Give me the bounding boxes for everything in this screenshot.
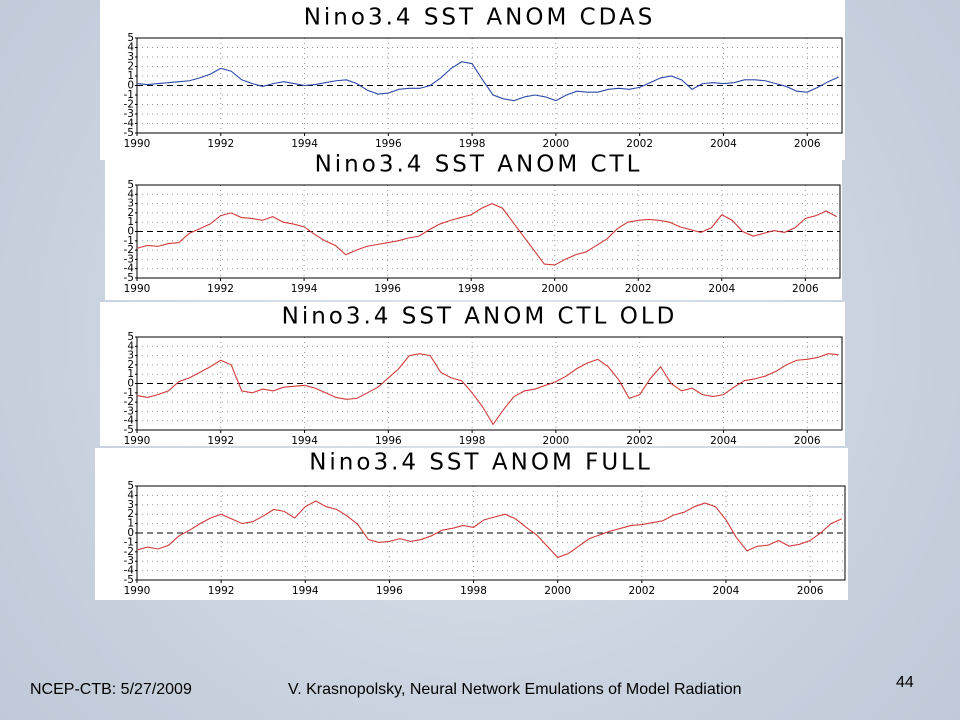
- x-tick-label: 2006: [794, 435, 821, 447]
- data-line: [136, 61, 839, 102]
- x-tick-label: 2006: [794, 138, 821, 150]
- x-tick-label: 2000: [541, 283, 568, 295]
- y-tick-label: -5: [124, 424, 134, 436]
- x-tick-label: 1994: [291, 283, 318, 295]
- y-tick-label: 1: [127, 216, 134, 228]
- x-tick-label: 1994: [291, 435, 318, 447]
- y-tick-label: 2: [127, 207, 134, 219]
- y-tick-label: 4: [127, 188, 134, 200]
- y-tick-label: 2: [127, 61, 134, 73]
- footer-left: NCEP-CTB: 5/27/2009: [30, 681, 192, 698]
- x-tick-label: 2000: [543, 435, 570, 447]
- y-tick-label: -1: [124, 89, 134, 101]
- y-tick-label: 1: [127, 70, 134, 82]
- y-tick-label: 5: [127, 179, 134, 191]
- x-tick-label: 1998: [459, 435, 486, 447]
- y-tick-label: 0: [127, 80, 134, 92]
- x-tick-label: 1992: [207, 138, 234, 150]
- data-line: [136, 500, 842, 559]
- plot-frame: [136, 37, 843, 134]
- x-tick-label: 1990: [124, 283, 151, 295]
- y-tick-label: -4: [124, 118, 135, 130]
- x-tick-label: 2006: [797, 585, 824, 597]
- y-tick-label: 4: [127, 42, 134, 54]
- x-tick-label: 2002: [626, 435, 653, 447]
- x-tick-label: 1992: [207, 435, 234, 447]
- plot-frame: [136, 485, 846, 581]
- y-tick-label: -3: [124, 405, 134, 417]
- y-tick-label: -5: [124, 574, 134, 586]
- x-tick-label: 2004: [713, 585, 740, 597]
- y-tick-label: 1: [127, 518, 134, 530]
- y-tick-label: 3: [127, 350, 134, 362]
- x-tick-label: 1998: [459, 138, 486, 150]
- x-tick-label: 2000: [544, 585, 571, 597]
- y-tick-label: 4: [127, 489, 134, 501]
- y-tick-label: 0: [127, 378, 134, 390]
- x-tick-label: 1996: [376, 585, 403, 597]
- panel-background: [105, 158, 842, 300]
- y-tick-label: 0: [127, 527, 134, 539]
- x-tick-label: 2006: [792, 283, 819, 295]
- x-tick-label: 1998: [458, 283, 485, 295]
- charts: Nino3.4 SST ANOM CDAS-5-4-3-2-1012345199…: [105, 4, 846, 597]
- x-tick-label: 1998: [460, 585, 487, 597]
- y-tick-label: 5: [127, 32, 134, 44]
- x-tick-label: 1994: [291, 138, 318, 150]
- y-tick-label: 2: [127, 359, 134, 371]
- y-tick-label: -1: [124, 536, 134, 548]
- x-tick-label: 1994: [292, 585, 319, 597]
- y-tick-label: -1: [124, 235, 134, 247]
- x-tick-label: 1990: [124, 435, 151, 447]
- x-tick-label: 2000: [543, 138, 570, 150]
- x-tick-label: 1990: [124, 138, 151, 150]
- x-tick-label: 2004: [708, 283, 735, 295]
- y-tick-label: -4: [124, 415, 135, 427]
- page-number: 44: [896, 674, 914, 691]
- x-tick-label: 1990: [124, 585, 151, 597]
- chart-title: Nino3.4 SST ANOM FULL: [309, 450, 653, 476]
- y-tick-label: -2: [124, 546, 134, 558]
- y-tick-label: -3: [124, 253, 134, 265]
- data-line: [136, 202, 837, 266]
- plot-frame: [136, 184, 841, 279]
- y-tick-label: -3: [124, 555, 134, 567]
- chart-title: Nino3.4 SST ANOM CTL OLD: [282, 304, 678, 330]
- y-tick-label: -5: [124, 272, 134, 284]
- y-tick-label: -5: [124, 127, 134, 139]
- x-tick-label: 2004: [710, 138, 737, 150]
- y-tick-label: 3: [127, 198, 134, 210]
- x-tick-label: 1992: [207, 283, 234, 295]
- y-tick-label: -2: [124, 244, 134, 256]
- x-tick-label: 1992: [208, 585, 235, 597]
- x-tick-label: 1996: [375, 138, 402, 150]
- y-tick-label: -4: [124, 263, 135, 275]
- x-tick-label: 2002: [626, 138, 653, 150]
- y-tick-label: 4: [127, 340, 134, 352]
- footer-center: V. Krasnopolsky, Neural Network Emulatio…: [288, 681, 742, 698]
- y-tick-label: 3: [127, 51, 134, 63]
- x-tick-label: 2002: [628, 585, 655, 597]
- chart-title: Nino3.4 SST ANOM CTL: [315, 152, 643, 178]
- data-line: [136, 353, 839, 426]
- y-tick-label: 5: [127, 331, 134, 343]
- plot-frame: [136, 336, 843, 431]
- y-tick-label: -2: [124, 99, 134, 111]
- chart-title: Nino3.4 SST ANOM CDAS: [304, 5, 656, 31]
- x-tick-label: 2002: [625, 283, 652, 295]
- y-tick-label: 0: [127, 226, 134, 238]
- y-tick-label: 5: [127, 480, 134, 492]
- x-tick-label: 1996: [375, 435, 402, 447]
- y-tick-label: 2: [127, 508, 134, 520]
- y-tick-label: -3: [124, 108, 134, 120]
- y-tick-label: -4: [124, 565, 135, 577]
- x-tick-label: 1996: [374, 283, 401, 295]
- x-tick-label: 2004: [710, 435, 737, 447]
- y-tick-label: -2: [124, 396, 134, 408]
- y-tick-label: 3: [127, 499, 134, 511]
- y-tick-label: 1: [127, 368, 134, 380]
- y-tick-label: -1: [124, 387, 134, 399]
